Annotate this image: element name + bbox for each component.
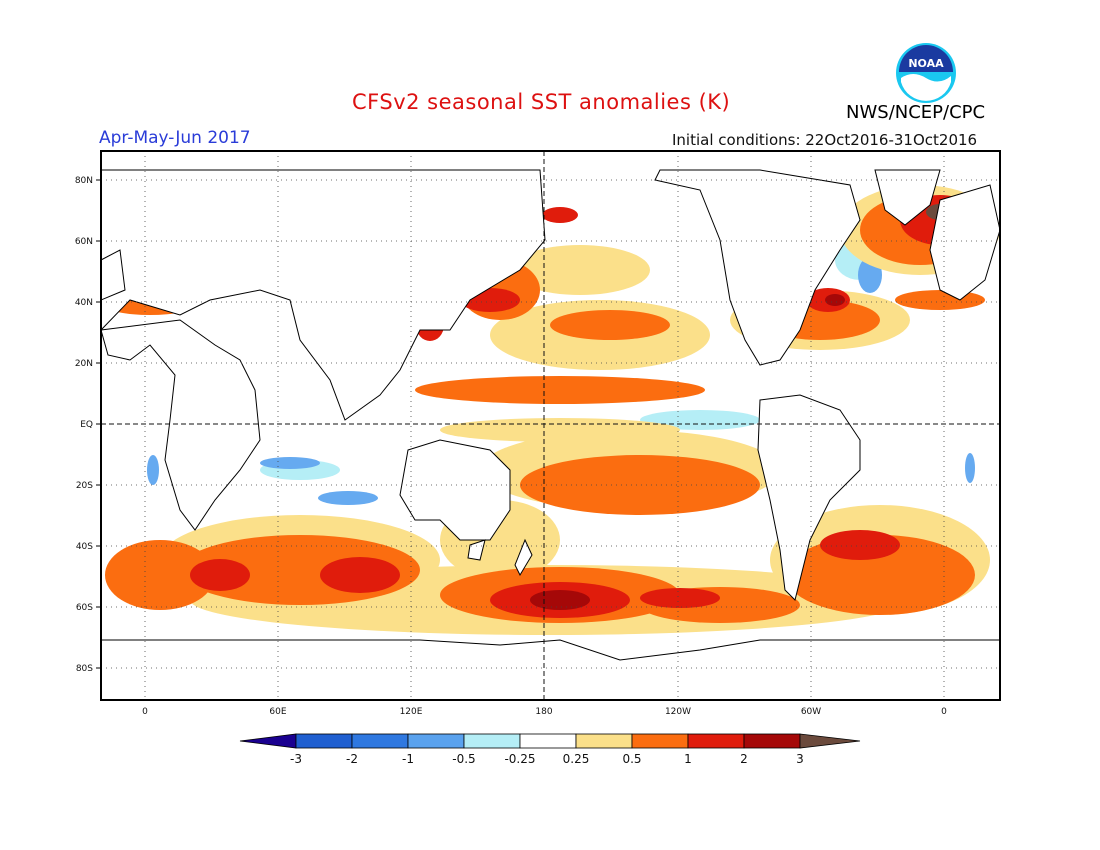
organization-label: NWS/NCEP/CPC [846,102,986,123]
colorbar-label: -2 [346,752,358,766]
lat-label: 80N [75,176,93,186]
colorbar-swatch [575,733,633,749]
land-outlines [101,169,1000,700]
colorbar-swatch [631,733,689,749]
reference-lines [101,151,1000,700]
lon-label: 60W [801,707,821,717]
colorbar-label: 0.5 [622,752,641,766]
colorbar-swatch [799,733,861,749]
colorbar-label: -0.25 [504,752,535,766]
lat-label: 40N [75,298,93,308]
initial-conditions: Initial conditions: 22Oct2016-31Oct2016 [672,131,978,149]
colorbar [239,733,861,749]
colorbar-label: -0.5 [452,752,475,766]
colorbar-label: -3 [290,752,302,766]
colorbar-swatch [687,733,745,749]
lon-label: 120E [400,707,423,717]
lat-ticks [96,179,101,669]
colorbar-swatch [519,733,577,749]
colorbar-labels: -3 -2 -1 -0.5 -0.25 0.25 0.5 1 2 3 [290,752,804,766]
lon-labels: 0 60E 120E 180 120W 60W 0 [142,707,947,717]
colorbar-swatch [351,733,409,749]
lat-label: EQ [80,420,93,430]
colorbar-label: 1 [684,752,692,766]
lon-label: 0 [142,707,148,717]
anomaly-fields [101,185,1000,635]
lat-label: 20N [75,359,93,369]
colorbar-label: 2 [740,752,748,766]
lat-label: 60S [76,603,93,613]
colorbar-swatch [463,733,521,749]
colorbar-swatch [743,733,801,749]
colorbar-label: 3 [796,752,804,766]
lon-label: 180 [535,707,552,717]
colorbar-label: -1 [402,752,414,766]
map-title: CFSv2 seasonal SST anomalies (K) [352,90,731,114]
lat-label: 20S [76,481,93,491]
lat-label: 60N [75,237,93,247]
colorbar-swatch [407,733,465,749]
lon-label: 120W [665,707,691,717]
noaa-logo: NOAA [895,42,957,104]
lon-label: 0 [941,707,947,717]
colorbar-label: 0.25 [563,752,590,766]
forecast-period: Apr-May-Jun 2017 [99,128,251,148]
colorbar-swatch [295,733,353,749]
lon-label: 60E [269,707,286,717]
lat-label: 40S [76,542,93,552]
colorbar-swatch [239,733,297,749]
map-frame [100,150,1001,701]
lat-label: 80S [76,664,93,674]
lat-labels: 80N 60N 40N 20N EQ 20S 40S 60S 80S [75,176,93,674]
logo-text: NOAA [908,57,944,70]
